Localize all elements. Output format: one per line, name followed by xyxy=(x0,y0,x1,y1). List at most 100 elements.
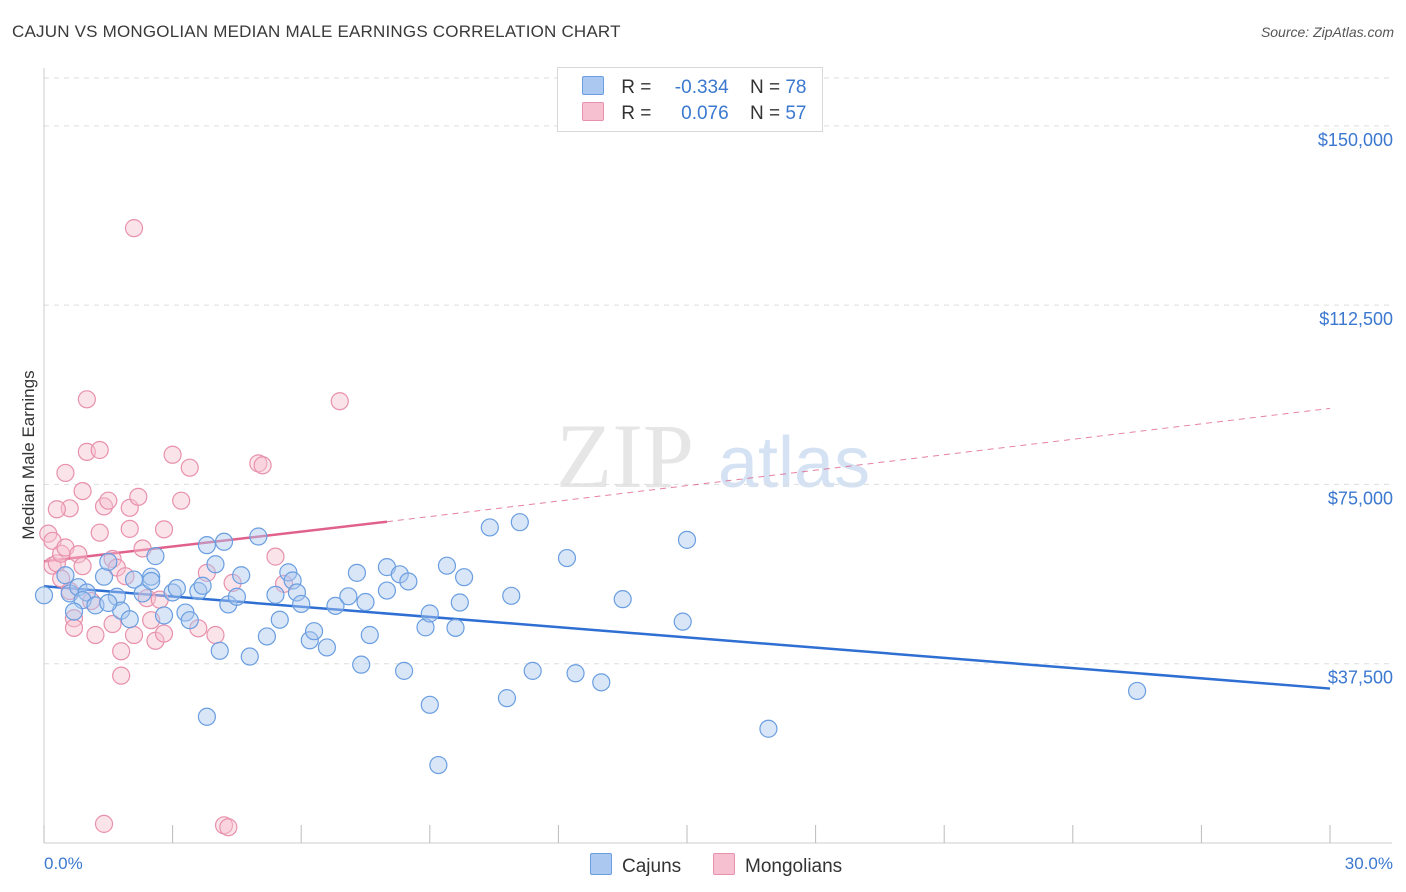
cajun-point xyxy=(270,610,289,629)
mongolian-point xyxy=(90,440,109,460)
n-value: 57 xyxy=(785,103,807,124)
cajun-point xyxy=(454,568,474,587)
cajun-point xyxy=(356,592,375,612)
cajun-point xyxy=(146,547,165,566)
mongolian-point xyxy=(219,818,238,837)
cajun-point xyxy=(510,513,529,532)
cajun-point xyxy=(317,638,337,657)
cajun-point xyxy=(257,627,277,646)
cajun-point xyxy=(416,618,435,637)
cajun-point xyxy=(429,755,448,775)
cajun-point xyxy=(210,641,229,660)
cajun-point xyxy=(99,593,118,613)
cajun-point xyxy=(287,583,307,602)
cajun-point xyxy=(480,518,499,537)
cajuns-legend-swatch xyxy=(590,853,612,875)
cajun-point xyxy=(206,555,225,574)
cajun-point xyxy=(142,571,161,591)
mongolian-point xyxy=(86,625,105,645)
cajun-point xyxy=(399,572,418,591)
cajun-point xyxy=(437,556,457,575)
mongolian-point xyxy=(73,482,92,501)
cajun-point xyxy=(352,655,371,674)
mongolian-point xyxy=(47,500,66,519)
x-tick-label-min: 0.0% xyxy=(44,854,83,873)
cajun-point xyxy=(99,552,118,571)
cajun-point xyxy=(523,661,542,680)
mongolian-point xyxy=(94,814,114,833)
cajun-point xyxy=(180,611,199,630)
mongolian-point xyxy=(163,445,182,464)
mongolian-point xyxy=(112,642,131,661)
bottom-legend-mongolians[interactable]: Mongolians xyxy=(713,853,842,878)
watermark-zip: ZIP xyxy=(556,405,694,507)
cajun-point xyxy=(227,587,246,606)
bottom-legend-cajuns[interactable]: Cajuns xyxy=(590,853,681,878)
mongolian-point xyxy=(124,219,144,238)
cajun-point xyxy=(326,596,345,615)
mongolian-point xyxy=(69,545,88,564)
cajun-point xyxy=(557,548,577,568)
watermark: ZIP atlas xyxy=(556,405,870,507)
watermark-atlas: atlas xyxy=(718,423,870,503)
cajun-point xyxy=(300,631,319,650)
mongolian-point xyxy=(266,547,285,566)
mongolian-point xyxy=(99,491,118,510)
n-label: N = xyxy=(749,103,781,124)
mongolian-point xyxy=(180,458,199,477)
mongolian-point xyxy=(77,390,96,409)
cajun-point xyxy=(133,584,152,603)
r-label: R = xyxy=(621,77,652,98)
y-tick-label: $150,000 xyxy=(1318,130,1393,150)
cajuns-swatch xyxy=(582,76,604,95)
mongolian-point xyxy=(124,625,144,645)
mongolian-trend-extension xyxy=(386,407,1331,523)
cajun-point xyxy=(677,530,697,549)
cajun-point xyxy=(613,590,632,609)
mongolian-point xyxy=(64,618,84,637)
r-label: R = xyxy=(621,103,652,124)
y-tick-label: $112,500 xyxy=(1319,309,1393,329)
mongolian-point xyxy=(206,625,225,645)
mongolian-point xyxy=(253,456,272,475)
cajun-point xyxy=(420,604,439,623)
cajun-point xyxy=(360,625,379,645)
cajun-point xyxy=(420,695,439,714)
cajun-point xyxy=(304,622,324,641)
y-axis-title: Median Male Earnings xyxy=(19,370,38,539)
cajun-point xyxy=(197,707,216,726)
source-credit: Source: ZipAtlas.com xyxy=(1260,24,1394,40)
cajun-point xyxy=(279,563,298,582)
cajun-point xyxy=(193,576,212,595)
cajun-point xyxy=(673,612,692,631)
mongolian-point xyxy=(120,519,139,538)
mongolian-point xyxy=(172,491,191,510)
cajun-point xyxy=(240,647,259,666)
y-tick-label: $37,500 xyxy=(1328,668,1393,688)
cajun-point xyxy=(292,594,311,614)
cajun-point xyxy=(94,567,114,586)
r-value: 0.076 xyxy=(681,103,729,124)
cajun-point xyxy=(197,536,216,555)
mongolian-point xyxy=(90,523,109,542)
cajun-point xyxy=(759,719,778,738)
cajun-point xyxy=(502,586,521,605)
cajun-point xyxy=(120,610,139,629)
cajun-point xyxy=(446,618,465,637)
cajuns-legend-label: Cajuns xyxy=(622,856,682,877)
cajun-point xyxy=(34,586,54,605)
cajun-point xyxy=(266,585,285,604)
cajun-point xyxy=(283,571,302,590)
mongolian-point xyxy=(112,666,131,685)
cajun-point xyxy=(339,587,358,606)
cajun-point xyxy=(56,566,75,585)
cajun-point xyxy=(497,689,517,708)
n-value: 78 xyxy=(785,77,807,98)
cajun-point xyxy=(1127,681,1147,701)
mongolians-legend-label: Mongolians xyxy=(745,856,843,877)
mongolians-legend-swatch xyxy=(713,853,735,875)
mongolian-point xyxy=(330,392,349,411)
y-tick-label: $75,000 xyxy=(1328,488,1393,508)
mongolian-point xyxy=(129,487,148,506)
